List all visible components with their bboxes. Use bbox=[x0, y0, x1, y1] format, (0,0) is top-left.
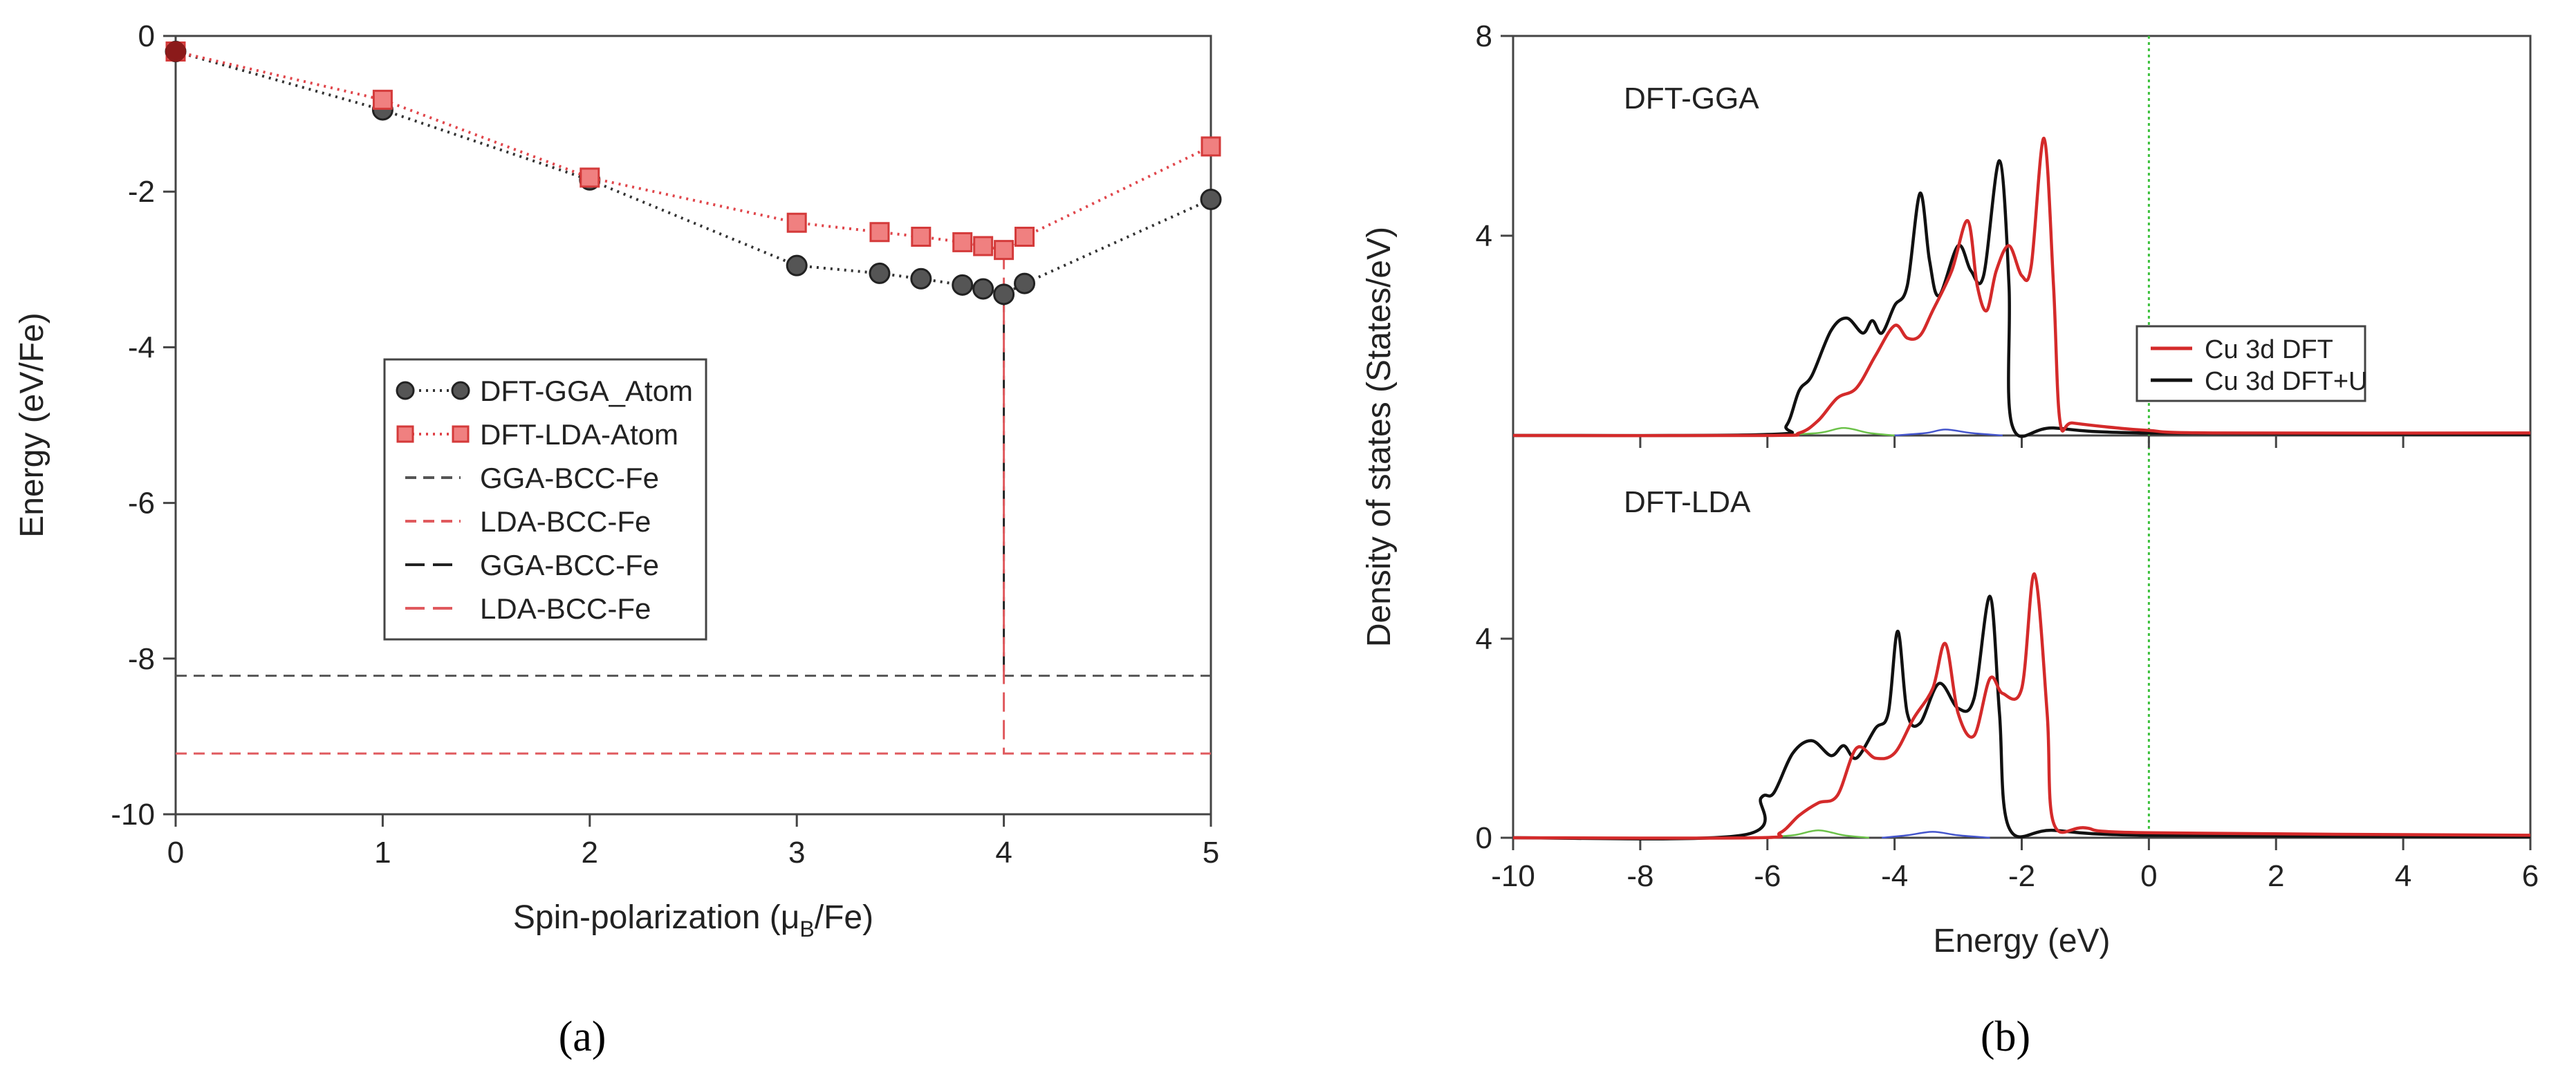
data-point-circle bbox=[952, 274, 974, 296]
x-tick-label: 5 bbox=[1203, 836, 1219, 870]
series-line-dft-lda-atom bbox=[175, 50, 1212, 252]
y-tick-label: -4 bbox=[128, 330, 155, 364]
dos-curve-other-blue bbox=[1882, 831, 1990, 839]
y-axis-label: Density of states (States/eV) bbox=[1361, 227, 1398, 647]
legend-box bbox=[383, 358, 707, 641]
y-tick-label: 8 bbox=[1476, 19, 1492, 53]
data-point-circle bbox=[993, 283, 1015, 306]
legend-label: LDA-BCC-Fe bbox=[480, 592, 651, 625]
legend-marker-circle bbox=[451, 381, 470, 400]
legend-label: GGA-BCC-Fe bbox=[480, 462, 659, 494]
legend-label: LDA-BCC-Fe bbox=[480, 505, 651, 538]
x-tick-label: -2 bbox=[2008, 859, 2035, 893]
y-tick-label: -2 bbox=[128, 175, 155, 209]
y-tick-label: 0 bbox=[1476, 821, 1492, 855]
legend-box bbox=[2135, 325, 2366, 402]
legend: Cu 3d DFT Cu 3d DFT+U bbox=[2135, 325, 2367, 402]
dos-curve-cu-3d-dft bbox=[1512, 572, 2531, 840]
data-point-circle bbox=[869, 262, 891, 284]
legend-marker-circle bbox=[396, 381, 415, 400]
x-tick-label: -4 bbox=[1881, 859, 1908, 893]
x-tick-label: -8 bbox=[1627, 859, 1653, 893]
dos-curve-cu-3d-dft-u bbox=[1512, 159, 2531, 438]
data-point-circle bbox=[786, 254, 808, 276]
chart-b-density-of-states: -10 -8 -6 -4 -2 0 2 4 6 Energy (eV) Density of sta… bbox=[1361, 19, 2539, 959]
x-tick-label: -6 bbox=[1754, 859, 1781, 893]
caption-b: (b) bbox=[1981, 1013, 2030, 1060]
data-point-square bbox=[952, 232, 973, 252]
caption-a: (a) bbox=[559, 1013, 606, 1060]
legend-label: Cu 3d DFT+U bbox=[2205, 367, 2367, 396]
x-tick-label: 4 bbox=[995, 836, 1012, 870]
data-point-circle bbox=[910, 268, 932, 290]
y-tick-label: -10 bbox=[111, 798, 155, 832]
legend-label: DFT-GGA_Atom bbox=[480, 375, 693, 407]
chart-a-spin-polarization-energy: 0 1 2 3 4 5 0 -2 -4 -6 -8 -10 Spin-polarization (μB/… bbox=[14, 19, 1222, 941]
legend-label: GGA-BCC-Fe bbox=[480, 549, 659, 581]
data-point-square bbox=[911, 227, 932, 247]
y-tick-label: 4 bbox=[1476, 622, 1492, 656]
x-tick-label: 2 bbox=[2268, 859, 2284, 893]
x-tick-label: 0 bbox=[2140, 859, 2157, 893]
data-point-square bbox=[994, 240, 1014, 261]
panel-label: DFT-GGA bbox=[1624, 82, 1759, 115]
panel-dft-gga: 8 4 DFT-GGA bbox=[1476, 19, 2531, 438]
panel-label: DFT-LDA bbox=[1624, 485, 1751, 519]
x-axis-label: Energy (eV) bbox=[1933, 923, 2110, 959]
legend-marker-square bbox=[396, 425, 414, 443]
data-point-circle bbox=[1200, 188, 1222, 210]
dos-curve-cu-3d-dft-u bbox=[1512, 594, 2531, 841]
x-tick-label: 4 bbox=[2395, 859, 2411, 893]
y-tick-label: 0 bbox=[138, 19, 155, 53]
x-tick-label: 0 bbox=[167, 836, 184, 870]
data-point-circle bbox=[1014, 272, 1036, 294]
x-tick-label: 1 bbox=[374, 836, 391, 870]
y-tick-label: 4 bbox=[1476, 219, 1492, 253]
x-tick-label: 3 bbox=[788, 836, 805, 870]
x-tick-label: -10 bbox=[1491, 859, 1535, 893]
y-tick-label: -6 bbox=[128, 487, 155, 520]
legend-label: DFT-LDA-Atom bbox=[480, 418, 678, 451]
data-point-square bbox=[1201, 136, 1221, 157]
dos-curve-cu-3d-dft bbox=[1512, 136, 2531, 438]
data-point-square bbox=[973, 236, 994, 256]
data-point-square bbox=[372, 89, 393, 110]
y-tick-label: -8 bbox=[128, 642, 155, 676]
x-tick-label: 6 bbox=[2522, 859, 2539, 893]
legend: DFT-GGA_Atom DFT-LDA-Atom GGA-BCC-Fe LDA-BC… bbox=[383, 358, 707, 641]
x-tick-label: 2 bbox=[582, 836, 598, 870]
y-axis-label: Energy (eV/Fe) bbox=[14, 312, 50, 537]
data-point-square bbox=[786, 212, 807, 233]
legend-marker-square bbox=[452, 425, 470, 443]
plot-frame bbox=[174, 35, 1212, 816]
x-axis-label: Spin-polarization (μB/Fe) bbox=[513, 899, 873, 941]
legend-label: Cu 3d DFT bbox=[2205, 335, 2333, 364]
data-point-circle bbox=[972, 278, 994, 300]
data-point-origin bbox=[165, 41, 186, 62]
data-point-square bbox=[869, 222, 890, 243]
data-point-square bbox=[580, 167, 600, 188]
dos-curve-other-blue bbox=[1894, 429, 2003, 437]
data-point-square bbox=[1014, 227, 1035, 247]
panel-dft-lda: 4 0 DFT-LDA bbox=[1476, 485, 2531, 855]
